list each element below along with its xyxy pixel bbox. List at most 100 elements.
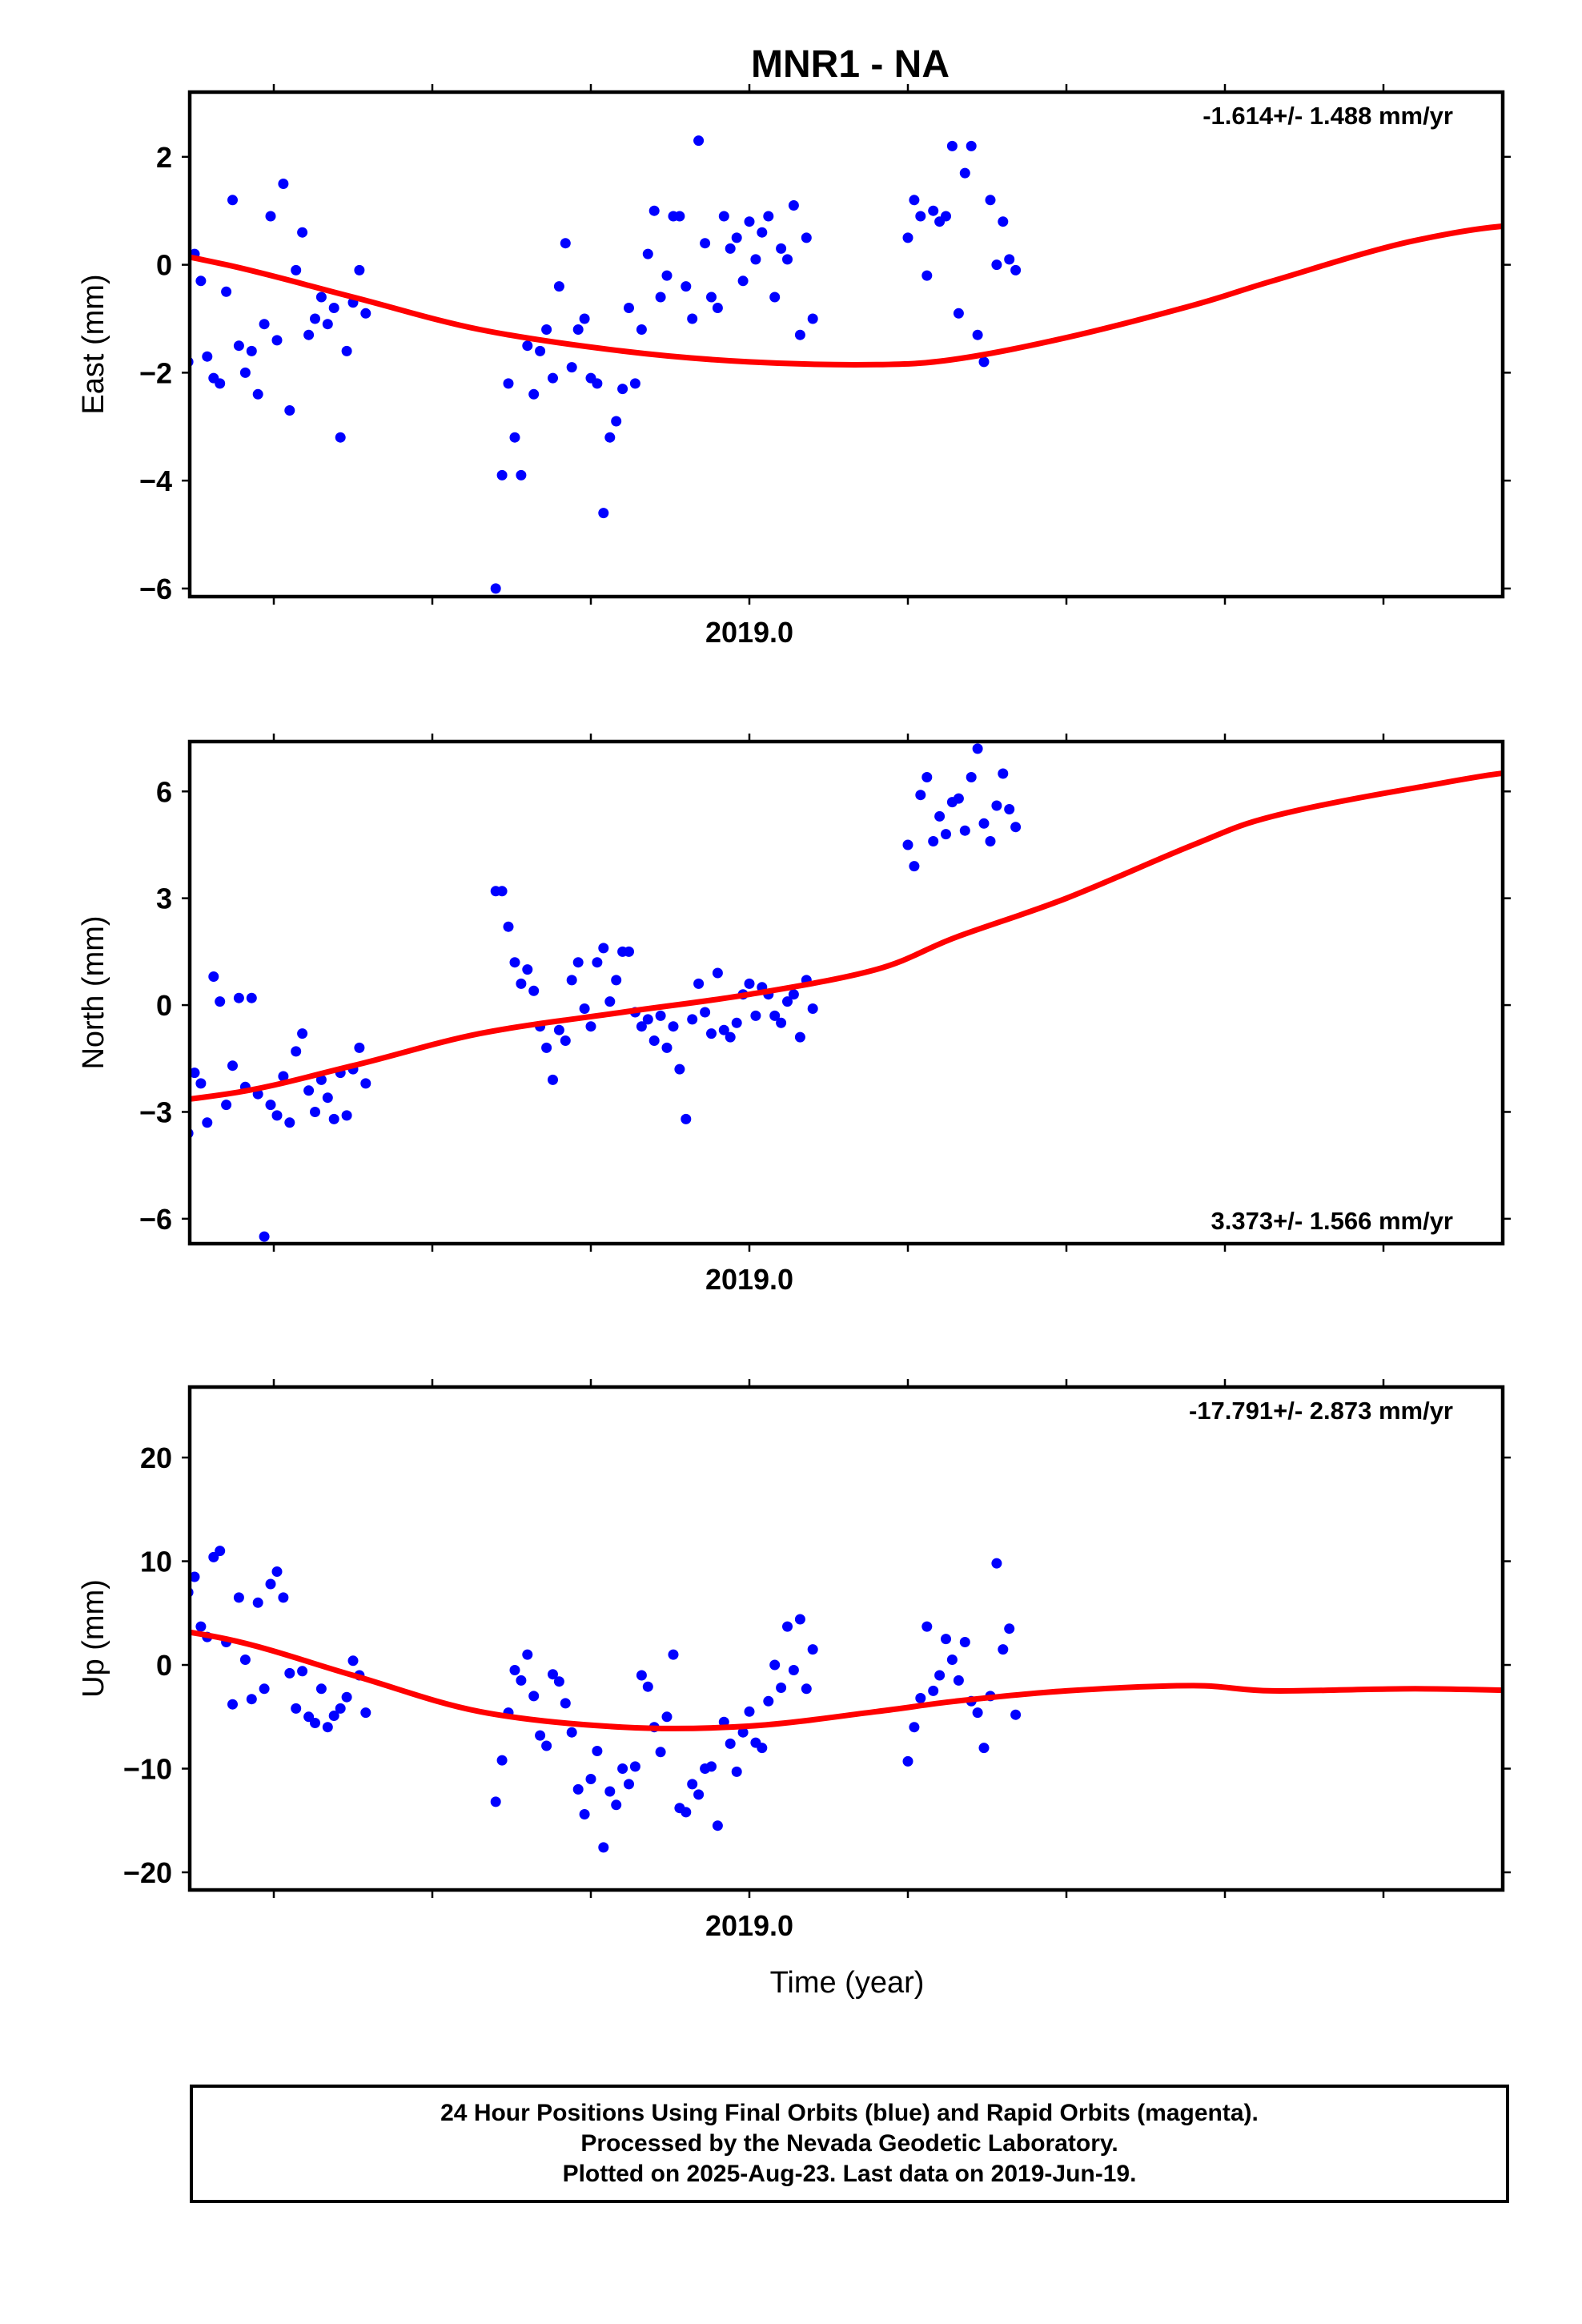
data-point bbox=[328, 303, 339, 313]
data-point bbox=[215, 996, 226, 1007]
data-point bbox=[560, 1035, 571, 1046]
data-point bbox=[648, 1035, 660, 1046]
data-point bbox=[572, 324, 584, 335]
data-point bbox=[972, 329, 983, 340]
data-point bbox=[145, 1185, 155, 1196]
data-point bbox=[655, 292, 666, 303]
data-point bbox=[978, 356, 990, 368]
data-point bbox=[579, 1809, 590, 1819]
data-point bbox=[794, 1614, 805, 1625]
data-point bbox=[585, 1774, 596, 1784]
data-point bbox=[725, 243, 736, 254]
data-point bbox=[750, 1010, 761, 1021]
data-point bbox=[252, 1597, 263, 1608]
data-point bbox=[252, 388, 263, 400]
data-point bbox=[782, 254, 793, 265]
data-point bbox=[341, 1110, 352, 1121]
data-point bbox=[972, 743, 983, 754]
data-point bbox=[227, 1060, 238, 1072]
data-point bbox=[592, 378, 603, 389]
data-point bbox=[706, 1761, 717, 1772]
y-tick-label: 20 bbox=[140, 1441, 172, 1474]
data-point bbox=[700, 238, 711, 249]
data-point bbox=[528, 1691, 540, 1702]
data-point bbox=[909, 1722, 920, 1733]
y-tick-label: −10 bbox=[123, 1753, 172, 1786]
data-point bbox=[303, 329, 315, 340]
data-point bbox=[341, 345, 352, 356]
data-point bbox=[310, 1107, 320, 1117]
data-point bbox=[1010, 264, 1022, 275]
data-point bbox=[341, 1691, 352, 1703]
data-points bbox=[0, 743, 1022, 1242]
data-point bbox=[991, 259, 1002, 271]
data-point bbox=[119, 1114, 130, 1124]
data-point bbox=[0, 1104, 10, 1114]
data-point bbox=[953, 308, 964, 319]
data-point bbox=[126, 1511, 136, 1522]
data-point bbox=[566, 1727, 577, 1738]
data-point bbox=[985, 836, 996, 846]
data-point bbox=[164, 1634, 175, 1645]
data-points bbox=[15, 135, 1022, 594]
data-point bbox=[239, 1655, 251, 1665]
data-point bbox=[233, 340, 244, 352]
data-point bbox=[522, 964, 533, 975]
data-point bbox=[78, 1100, 89, 1110]
data-point bbox=[284, 405, 295, 416]
y-tick-label: −6 bbox=[139, 1203, 172, 1236]
data-point bbox=[15, 308, 26, 319]
data-point bbox=[687, 1779, 698, 1790]
data-point bbox=[171, 340, 181, 351]
data-point bbox=[490, 1796, 501, 1807]
data-point bbox=[902, 232, 913, 243]
data-point bbox=[941, 211, 951, 222]
data-point bbox=[915, 1693, 926, 1703]
data-point bbox=[516, 978, 527, 989]
x-tick-label: 2019.0 bbox=[705, 1909, 793, 1942]
data-point bbox=[553, 281, 564, 292]
data-point bbox=[611, 1799, 622, 1811]
data-point bbox=[528, 388, 540, 400]
data-point bbox=[763, 211, 774, 222]
data-point bbox=[195, 1078, 207, 1089]
data-point bbox=[553, 1676, 564, 1687]
data-point bbox=[604, 432, 616, 443]
data-point bbox=[509, 957, 520, 968]
y-tick-label: −2 bbox=[139, 356, 172, 389]
data-point bbox=[1004, 254, 1015, 265]
data-point bbox=[233, 992, 244, 1003]
data-point bbox=[693, 978, 705, 989]
data-point bbox=[496, 1755, 508, 1766]
data-point bbox=[40, 1082, 50, 1092]
data-point bbox=[928, 205, 939, 216]
data-point bbox=[725, 1738, 736, 1749]
data-point bbox=[661, 270, 673, 281]
rate-annotation: -17.791+/- 2.873 mm/yr bbox=[1189, 1397, 1453, 1425]
data-point bbox=[177, 265, 187, 275]
data-point bbox=[509, 432, 520, 443]
data-point bbox=[34, 1121, 45, 1132]
data-point bbox=[636, 1670, 647, 1681]
y-axis-label: Up (mm) bbox=[77, 1579, 110, 1698]
data-point bbox=[171, 1132, 181, 1142]
data-point bbox=[776, 1683, 787, 1693]
plot-frame bbox=[187, 1385, 1505, 1892]
data-point bbox=[490, 583, 501, 594]
data-point bbox=[227, 1699, 238, 1710]
data-point bbox=[548, 372, 558, 384]
data-point bbox=[46, 1629, 57, 1639]
data-point bbox=[322, 1092, 333, 1104]
data-point bbox=[496, 886, 508, 897]
data-point bbox=[941, 829, 951, 840]
x-axis-label: Time (year) bbox=[770, 1966, 925, 2000]
data-point bbox=[794, 329, 805, 340]
y-tick-label: 0 bbox=[156, 989, 172, 1022]
data-point bbox=[788, 989, 799, 1000]
data-point bbox=[151, 1719, 162, 1729]
plot-frame bbox=[187, 90, 1505, 599]
data-point bbox=[271, 1566, 283, 1577]
data-point bbox=[246, 345, 257, 356]
data-point bbox=[681, 281, 692, 292]
data-point bbox=[132, 1608, 143, 1618]
